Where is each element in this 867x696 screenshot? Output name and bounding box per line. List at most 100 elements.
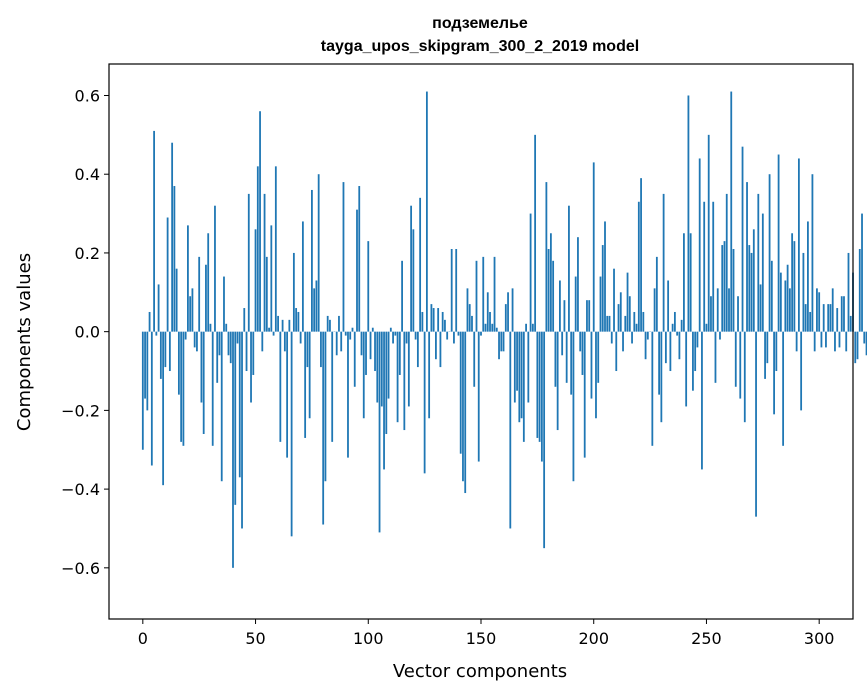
bar	[229, 331, 232, 364]
bar	[468, 304, 471, 332]
bar	[392, 331, 394, 344]
bar	[531, 323, 534, 332]
bar	[338, 315, 340, 332]
bar	[592, 162, 595, 332]
bar	[441, 311, 444, 332]
bar	[701, 331, 703, 470]
bar	[189, 296, 192, 332]
bar	[811, 174, 814, 332]
bar	[322, 331, 325, 525]
bar	[705, 323, 708, 332]
bar	[504, 304, 507, 332]
bar	[619, 292, 622, 332]
bar	[809, 311, 812, 332]
y-axis-label: Components values	[14, 253, 35, 431]
y-tick-label: 0.2	[75, 244, 100, 263]
bar	[673, 311, 676, 332]
bar	[813, 331, 816, 352]
bar	[712, 201, 715, 332]
bar	[209, 323, 212, 332]
bar	[786, 264, 789, 332]
y-tick-label: 0.0	[75, 323, 100, 342]
bar	[714, 331, 717, 383]
bar	[453, 331, 455, 344]
bar	[150, 331, 153, 466]
bar	[299, 331, 302, 344]
bar	[290, 331, 293, 537]
bar	[268, 327, 270, 332]
bar	[365, 331, 367, 375]
bar	[509, 331, 512, 529]
bar	[218, 331, 221, 356]
bar	[421, 311, 424, 332]
bar	[775, 331, 778, 372]
y-tick-label: −0.6	[61, 559, 100, 578]
bar	[694, 331, 697, 372]
bar	[732, 249, 735, 332]
bar	[849, 315, 852, 332]
bar	[191, 288, 194, 332]
bar	[279, 331, 282, 442]
bar	[459, 331, 462, 454]
bar	[606, 315, 609, 332]
bar	[597, 331, 600, 383]
bar	[845, 331, 848, 352]
bar	[428, 331, 431, 419]
x-tick-label: 200	[578, 629, 609, 648]
bar	[644, 331, 647, 360]
bar	[247, 193, 250, 332]
bar	[834, 331, 836, 352]
bar	[243, 308, 246, 332]
bar	[335, 331, 338, 356]
bar	[831, 288, 834, 332]
bar	[214, 205, 216, 332]
bar	[624, 315, 627, 332]
bar	[678, 331, 681, 360]
bar	[719, 331, 721, 340]
bar	[655, 256, 658, 332]
bar	[687, 95, 690, 332]
bar	[498, 331, 500, 360]
bar	[238, 331, 241, 478]
bar	[640, 178, 642, 332]
bar	[380, 331, 383, 407]
bar	[232, 331, 234, 568]
x-tick-label: 150	[466, 629, 497, 648]
bar	[741, 146, 744, 332]
bar	[250, 331, 252, 403]
bar	[491, 323, 494, 332]
x-axis-label: Vector components	[393, 661, 567, 682]
bar	[288, 319, 291, 332]
bar	[513, 331, 516, 403]
bar	[723, 241, 726, 332]
bar	[676, 331, 679, 336]
bar	[502, 331, 505, 352]
bar	[854, 331, 857, 364]
bar	[144, 331, 146, 399]
bar	[577, 237, 579, 332]
bar	[807, 221, 809, 332]
bar	[207, 233, 210, 332]
bar	[283, 331, 286, 352]
bar	[750, 252, 753, 332]
bar	[173, 186, 176, 332]
bar	[259, 111, 261, 332]
bar	[211, 331, 214, 446]
bar	[615, 331, 618, 372]
bar	[669, 331, 672, 372]
x-tick-label: 50	[245, 629, 265, 648]
bar	[473, 331, 476, 387]
bar	[664, 331, 667, 364]
bar	[389, 327, 392, 332]
bar	[376, 331, 379, 403]
bar	[387, 331, 390, 399]
bar	[378, 331, 381, 533]
bar	[601, 245, 604, 332]
bar	[383, 331, 385, 470]
bar	[613, 268, 615, 332]
bar	[286, 331, 289, 458]
bar	[196, 331, 198, 352]
bar	[326, 315, 329, 332]
bar	[301, 221, 304, 332]
